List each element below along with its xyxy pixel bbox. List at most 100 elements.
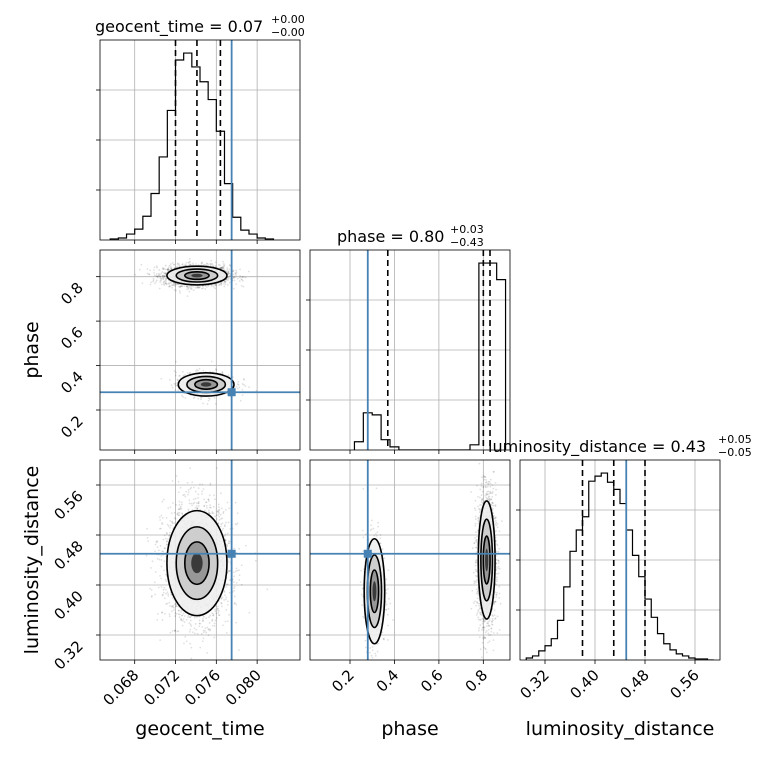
sample-point — [205, 262, 208, 265]
sample-point — [164, 537, 167, 540]
sample-point — [233, 587, 235, 590]
sample-point — [215, 617, 218, 619]
sample-point — [207, 511, 210, 514]
sample-point — [198, 367, 201, 370]
sample-point — [241, 394, 244, 397]
sample-point — [209, 614, 212, 617]
hist-step-luminosity_distance — [525, 472, 714, 660]
sample-point — [155, 265, 158, 268]
sample-point — [191, 481, 194, 484]
sample-point — [203, 505, 206, 508]
hist-panel-phase — [306, 250, 510, 454]
sample-point — [174, 612, 177, 614]
sample-point — [160, 559, 163, 561]
hist-bar-geocent_time-5 — [151, 194, 159, 240]
sample-point — [226, 283, 229, 286]
sample-point — [174, 602, 177, 605]
sample-point — [174, 374, 177, 377]
sample-point — [173, 630, 176, 632]
sample-point — [179, 508, 182, 511]
sample-point — [177, 508, 180, 511]
hist-bar-luminosity_distance-3 — [545, 646, 551, 660]
sample-point — [178, 500, 181, 503]
sample-point — [151, 560, 154, 563]
sample-point — [207, 634, 210, 637]
frame-hist-geocent_time — [99, 39, 301, 241]
sample-point — [215, 612, 218, 615]
sample-point — [175, 474, 178, 477]
sample-point — [176, 384, 178, 387]
sample-point — [165, 588, 167, 591]
sample-point — [214, 515, 216, 518]
sample-point — [167, 507, 170, 510]
sample-point — [212, 512, 215, 515]
sample-point — [207, 264, 210, 266]
sample-point — [173, 289, 176, 291]
sample-point — [188, 630, 191, 633]
sample-point — [171, 284, 174, 286]
sample-point — [168, 264, 171, 267]
sample-point — [229, 570, 231, 572]
sample-point — [223, 265, 226, 268]
sample-point — [178, 374, 181, 377]
sample-point — [238, 579, 241, 581]
sample-point — [161, 594, 164, 597]
sample-point — [190, 486, 193, 489]
sample-point — [180, 285, 183, 288]
joint-panel-geocent_time_vs_phase — [96, 250, 300, 454]
sample-point — [194, 490, 197, 493]
sample-point — [225, 609, 228, 611]
sample-point — [168, 285, 171, 288]
sample-point — [221, 522, 224, 525]
sample-point — [217, 611, 220, 614]
sample-point — [214, 368, 217, 371]
sample-point — [226, 544, 228, 546]
sample-point — [238, 547, 241, 550]
sample-point — [161, 611, 164, 614]
sample-point — [167, 525, 170, 527]
sample-point — [195, 286, 198, 289]
sample-point — [191, 504, 193, 507]
sample-point — [181, 512, 183, 515]
sample-point — [214, 264, 217, 267]
sample-point — [233, 279, 236, 282]
sample-point — [169, 506, 172, 509]
sample-point — [181, 624, 184, 627]
sample-point — [134, 273, 137, 276]
sample-point — [184, 495, 187, 498]
sample-point — [148, 273, 150, 276]
sample-point — [208, 629, 211, 632]
sample-point — [138, 268, 141, 271]
hist-panel-geocent_time — [96, 40, 300, 244]
sample-point — [207, 284, 210, 287]
sample-point — [179, 291, 181, 294]
sample-point — [206, 262, 209, 265]
sample-point — [236, 512, 239, 515]
sample-point — [217, 513, 220, 516]
sample-point — [215, 284, 218, 287]
sample-point — [227, 540, 230, 543]
sample-point — [209, 504, 211, 507]
sample-point — [193, 616, 196, 619]
sample-point — [216, 510, 219, 513]
sample-point — [202, 287, 204, 290]
sample-point — [185, 490, 187, 493]
sample-point — [192, 397, 195, 400]
sample-point — [173, 283, 176, 286]
sample-point — [194, 506, 197, 509]
sample-point — [228, 542, 231, 545]
sample-point — [161, 517, 164, 519]
hist-bar-geocent_time-11 — [200, 82, 208, 240]
hist-bar-luminosity_distance-21 — [658, 634, 664, 660]
sample-point — [187, 614, 190, 617]
sample-point — [232, 270, 235, 273]
sample-point — [241, 388, 244, 391]
sample-point — [168, 613, 171, 616]
sample-point — [224, 281, 227, 283]
sample-point — [244, 544, 247, 547]
hist-bar-phase-16 — [497, 280, 506, 450]
sample-point — [205, 501, 208, 504]
sample-point — [150, 588, 153, 591]
sample-point — [198, 286, 200, 289]
